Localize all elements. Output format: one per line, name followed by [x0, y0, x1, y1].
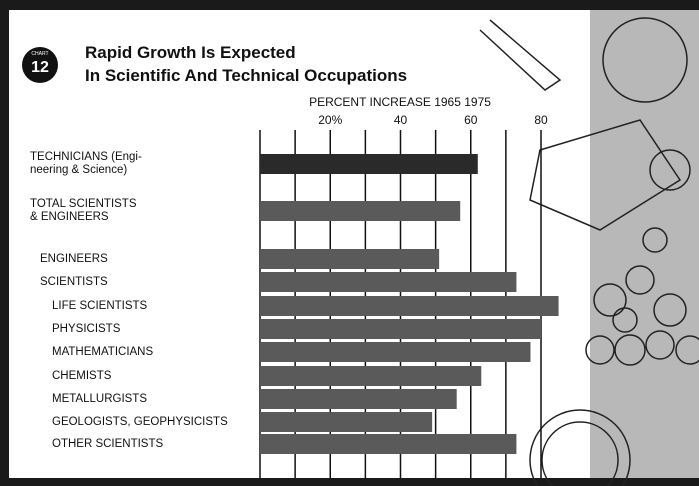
x-tick-label: 60 [464, 113, 478, 127]
bar [260, 366, 482, 386]
bar [260, 412, 433, 432]
category-label: TECHNICIANS (Engi- neering & Science) [30, 151, 142, 176]
category-label: ENGINEERS [40, 252, 108, 265]
bar [260, 201, 461, 221]
chart-title: Rapid Growth Is Expected [85, 43, 296, 62]
bar [260, 389, 457, 409]
category-label: LIFE SCIENTISTS [52, 299, 148, 312]
bar [260, 154, 478, 174]
category-label: OTHER SCIENTISTS [52, 437, 164, 450]
bar [260, 249, 440, 269]
x-tick-label: 80 [534, 113, 548, 127]
category-label: METALLURGISTS [52, 392, 147, 405]
category-label: PHYSICISTS [52, 322, 121, 335]
x-axis-title: PERCENT INCREASE 1965 1975 [309, 95, 491, 109]
category-label: MATHEMATICIANS [52, 345, 154, 358]
badge-label: CHART [31, 51, 48, 57]
bar [260, 272, 517, 292]
category-label: TOTAL SCIENTISTS & ENGINEERS [30, 198, 137, 223]
bar [260, 434, 517, 454]
bar [260, 296, 559, 316]
category-label: CHEMISTS [52, 369, 112, 382]
badge-number: 12 [31, 59, 49, 76]
bar [260, 319, 541, 339]
badge [22, 47, 58, 83]
bar [260, 342, 531, 362]
category-label: GEOLOGISTS, GEOPHYSICISTS [52, 415, 228, 428]
illustration [479, 17, 699, 486]
x-tick-label: 20% [318, 113, 342, 127]
category-label: SCIENTISTS [40, 275, 108, 288]
chart-title: In Scientific And Technical Occupations [85, 66, 407, 85]
x-tick-label: 40 [394, 113, 408, 127]
illustration-band [590, 10, 699, 478]
